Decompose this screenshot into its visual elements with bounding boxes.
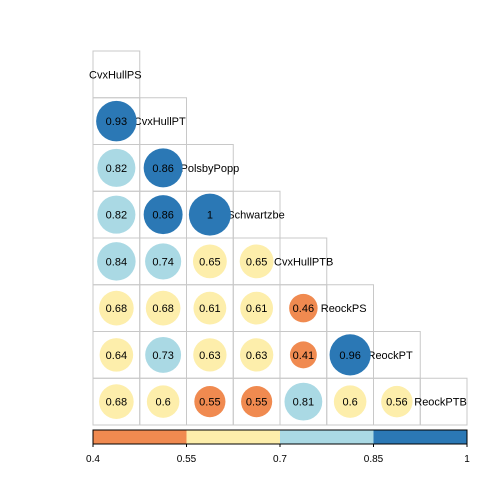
- correlation-value: 0.68: [106, 397, 127, 409]
- correlation-value: 0.61: [246, 303, 267, 315]
- colorbar-segment: [373, 430, 467, 444]
- grid-cell: [419, 377, 468, 426]
- correlation-circle: [145, 243, 182, 280]
- correlation-circle: [143, 148, 183, 188]
- correlation-circle: [99, 384, 134, 419]
- correlation-value: 0.82: [106, 210, 127, 222]
- correlation-value: 0.46: [293, 303, 314, 315]
- correlation-circle: [284, 382, 323, 421]
- correlation-circle: [194, 386, 226, 418]
- correlation-circle: [145, 336, 182, 373]
- colorbar-tick-label: 0.7: [273, 454, 287, 465]
- correlation-value: 0.55: [199, 397, 220, 409]
- correlation-value: 0.6: [342, 397, 357, 409]
- correlation-circle: [329, 334, 371, 376]
- correlation-circle: [99, 290, 134, 326]
- colorbar-segment: [93, 430, 187, 444]
- correlation-circle: [145, 290, 181, 326]
- correlation-value: 0.55: [246, 397, 267, 409]
- correlation-circle: [289, 293, 318, 323]
- colorbar-tick-label: 1: [464, 454, 470, 465]
- correlation-value: 0.64: [106, 350, 127, 362]
- correlation-value: 0.65: [246, 256, 267, 268]
- correlation-circle: [381, 385, 413, 418]
- variable-label: CvxHullPT: [134, 116, 186, 128]
- correlation-circle: [146, 385, 180, 418]
- correlation-value: 0.6: [155, 397, 170, 409]
- correlation-value: 0.93: [106, 116, 127, 128]
- correlation-value: 1: [207, 210, 213, 222]
- correlation-value: 0.81: [293, 397, 314, 409]
- correlation-circle: [193, 291, 227, 325]
- correlation-circle: [99, 338, 134, 372]
- correlation-value: 0.86: [152, 210, 173, 222]
- correlation-circle: [241, 386, 273, 418]
- variable-label: ReockPS: [321, 303, 367, 315]
- correlation-circle: [192, 244, 227, 279]
- correlation-value: 0.74: [152, 256, 173, 268]
- variable-label: Schwartzbe: [227, 210, 284, 222]
- correlation-value: 0.82: [106, 163, 127, 175]
- correlation-value: 0.65: [199, 256, 220, 268]
- correlation-value: 0.96: [339, 350, 360, 362]
- correlation-circle: [193, 338, 227, 372]
- colorbar-segment: [186, 430, 280, 444]
- correlation-value: 0.56: [386, 397, 407, 409]
- correlation-value: 0.63: [246, 350, 267, 362]
- correlation-circle: [240, 291, 274, 325]
- correlation-circle: [143, 195, 183, 235]
- correlation-value: 0.73: [152, 350, 173, 362]
- correlation-value: 0.41: [293, 350, 314, 362]
- correlation-value: 0.86: [152, 163, 173, 175]
- correlation-circle: [239, 244, 274, 279]
- correlation-circle: [97, 242, 136, 281]
- correlation-value: 0.68: [106, 303, 127, 315]
- correlation-circle: [97, 195, 136, 234]
- variable-label: CvxHullPS: [89, 69, 142, 81]
- variable-label: CvxHullPTB: [274, 256, 333, 268]
- colorbar-segment: [280, 430, 374, 444]
- correlation-circle: [333, 385, 367, 418]
- variable-label: ReockPTB: [414, 397, 467, 409]
- correlation-circle: [289, 341, 317, 369]
- colorbar-tick-label: 0.4: [86, 454, 100, 465]
- colorbar-tick-label: 0.55: [177, 454, 197, 465]
- correlation-value: 0.84: [106, 256, 127, 268]
- variable-label: PolsbyPopp: [181, 163, 240, 175]
- correlation-value: 0.63: [199, 350, 220, 362]
- correlation-circle: [97, 148, 136, 187]
- correlation-circle: [239, 338, 274, 372]
- correlation-circle: [188, 193, 231, 236]
- correlation-circle: [96, 100, 137, 142]
- variable-label: ReockPT: [368, 350, 414, 362]
- correlation-value: 0.68: [152, 303, 173, 315]
- colorbar-tick-label: 0.85: [364, 454, 384, 465]
- correlation-value: 0.61: [199, 303, 220, 315]
